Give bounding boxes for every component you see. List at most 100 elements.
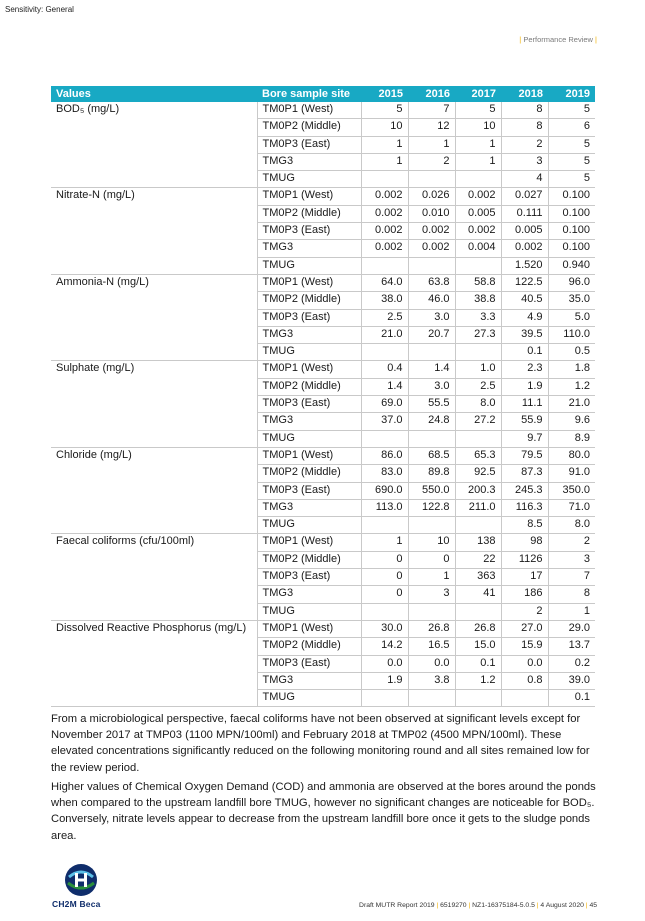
bore-site-cell: TM0P2 (Middle) <box>256 291 361 310</box>
value-cell: 8.0 <box>547 516 595 535</box>
bore-site-cell: TMUG <box>256 430 361 448</box>
value-cell <box>407 516 455 535</box>
value-cell: 1.8 <box>547 360 595 379</box>
value-cell: 0.5 <box>547 343 595 362</box>
value-cell <box>454 257 501 275</box>
value-cell: 5 <box>454 102 501 120</box>
value-cell: 1.4 <box>407 360 455 379</box>
value-cell: 20.7 <box>407 326 455 345</box>
value-cell: 8.9 <box>547 430 595 448</box>
table-row: Dissolved Reactive Phosphorus (mg/L) TM0P… <box>51 620 595 639</box>
table-row: TM0P3 (East) 69.0 55.5 8.0 11.1 21.0 <box>51 395 595 414</box>
parameter-cell <box>51 378 257 395</box>
value-cell: 79.5 <box>500 447 548 466</box>
table-row: Sulphate (mg/L) TM0P1 (West) 0.4 1.4 1.0 2.3 1… <box>51 360 595 379</box>
value-cell: 0.027 <box>500 187 548 206</box>
parameter-cell: Sulphate (mg/L) <box>56 362 135 375</box>
parameter-cell <box>51 586 257 603</box>
header-2018: 2018 <box>501 86 548 102</box>
parameter-cell: Chloride (mg/L) <box>56 448 132 461</box>
value-cell: 1 <box>547 603 595 621</box>
bore-site-cell: TM0P1 (West) <box>256 620 361 639</box>
value-cell: 69.0 <box>360 395 408 414</box>
parameter-cell <box>51 396 257 413</box>
table-row: TMUG 0.1 0.5 <box>51 343 595 362</box>
value-cell: 27.0 <box>500 620 548 639</box>
value-cell: 122.5 <box>500 274 548 293</box>
value-cell: 4.9 <box>500 309 548 327</box>
parameter-cell: Ammonia-N (mg/L) <box>56 275 149 288</box>
bore-site-cell: TMG3 <box>256 326 361 345</box>
value-cell: 64.0 <box>360 274 408 293</box>
value-cell <box>454 516 501 535</box>
value-cell: 0.100 <box>547 222 595 241</box>
value-cell: 211.0 <box>454 499 501 518</box>
table-row: TMG3 1.9 3.8 1.2 0.8 39.0 <box>51 672 595 691</box>
value-cell: 3 <box>500 153 548 172</box>
value-cell: 30.0 <box>360 620 408 639</box>
value-cell: 21.0 <box>547 395 595 414</box>
bore-site-cell: TMUG <box>256 257 361 275</box>
table-row: Nitrate-N (mg/L) TM0P1 (West) 0.002 0.026 0.… <box>51 187 595 206</box>
bore-site-cell: TM0P1 (West) <box>256 274 361 293</box>
value-cell: 363 <box>454 568 501 587</box>
table-body: BOD₅ (mg/L) TM0P1 (West) 5 7 5 8 5 TM0P2 (Middl… <box>51 102 595 708</box>
value-cell: 138 <box>454 533 501 552</box>
footer-ref: NZ1-16375184-5.0.5 <box>472 902 535 909</box>
value-cell: 113.0 <box>360 499 408 518</box>
value-cell: 9.6 <box>547 412 595 431</box>
bore-site-cell: TM0P2 (Middle) <box>256 464 361 483</box>
bore-site-cell: TM0P1 (West) <box>256 360 361 379</box>
parameter-cell: Nitrate-N (mg/L) <box>56 189 135 202</box>
bore-site-cell: TMUG <box>256 343 361 362</box>
parameter-cell <box>51 638 257 655</box>
value-cell: 2.5 <box>360 309 408 327</box>
logo-mark-icon <box>65 864 97 896</box>
value-cell <box>407 343 455 362</box>
value-cell: 0.2 <box>547 655 595 673</box>
bore-site-cell: TM0P1 (West) <box>256 447 361 466</box>
value-cell: 17 <box>500 568 548 587</box>
value-cell: 1.9 <box>500 378 548 397</box>
value-cell: 8.5 <box>500 516 548 535</box>
value-cell <box>360 170 408 189</box>
running-header: | Performance Review | <box>519 35 597 44</box>
value-cell: 0.100 <box>547 205 595 224</box>
value-cell: 9.7 <box>500 430 548 448</box>
value-cell <box>454 343 501 362</box>
table-row: Faecal coliforms (cfu/100ml) TM0P1 (West)… <box>51 533 595 552</box>
table-header-row: Values Bore sample site 2015 2016 2017 2… <box>51 86 595 102</box>
logo-text: CH2M Beca <box>52 899 101 909</box>
bore-site-cell: TM0P3 (East) <box>256 395 361 414</box>
parameter-cell <box>51 482 257 499</box>
bore-site-cell: TM0P3 (East) <box>256 482 361 500</box>
parameter-cell <box>51 240 257 257</box>
value-cell: 55.5 <box>407 395 455 414</box>
value-cell: 1 <box>454 136 501 154</box>
value-cell: 87.3 <box>500 464 548 483</box>
parameter-cell <box>51 257 257 275</box>
value-cell: 0.002 <box>407 222 455 241</box>
value-cell <box>407 257 455 275</box>
value-cell: 83.0 <box>360 464 408 483</box>
value-cell <box>360 516 408 535</box>
value-cell: 68.5 <box>407 447 455 466</box>
value-cell <box>454 689 501 708</box>
value-cell: 55.9 <box>500 412 548 431</box>
value-cell: 13.7 <box>547 637 595 656</box>
footer-page: 45 <box>589 902 597 909</box>
value-cell: 39.5 <box>500 326 548 345</box>
parameter-cell: Faecal coliforms (cfu/100ml) <box>56 535 195 548</box>
table-row: TM0P2 (Middle) 10 12 10 8 6 <box>51 118 595 137</box>
value-cell: 1 <box>407 136 455 154</box>
parameter-cell <box>51 516 257 535</box>
value-cell: 0.002 <box>407 239 455 258</box>
parameter-cell <box>51 603 257 621</box>
value-cell: 26.8 <box>407 620 455 639</box>
value-cell: 16.5 <box>407 637 455 656</box>
value-cell: 2.5 <box>454 378 501 397</box>
parameter-cell <box>51 292 257 309</box>
table-row: TM0P2 (Middle) 0.002 0.010 0.005 0.111 0.100 <box>51 205 595 224</box>
value-cell: 1 <box>360 533 408 552</box>
bore-site-cell: TM0P3 (East) <box>256 309 361 327</box>
